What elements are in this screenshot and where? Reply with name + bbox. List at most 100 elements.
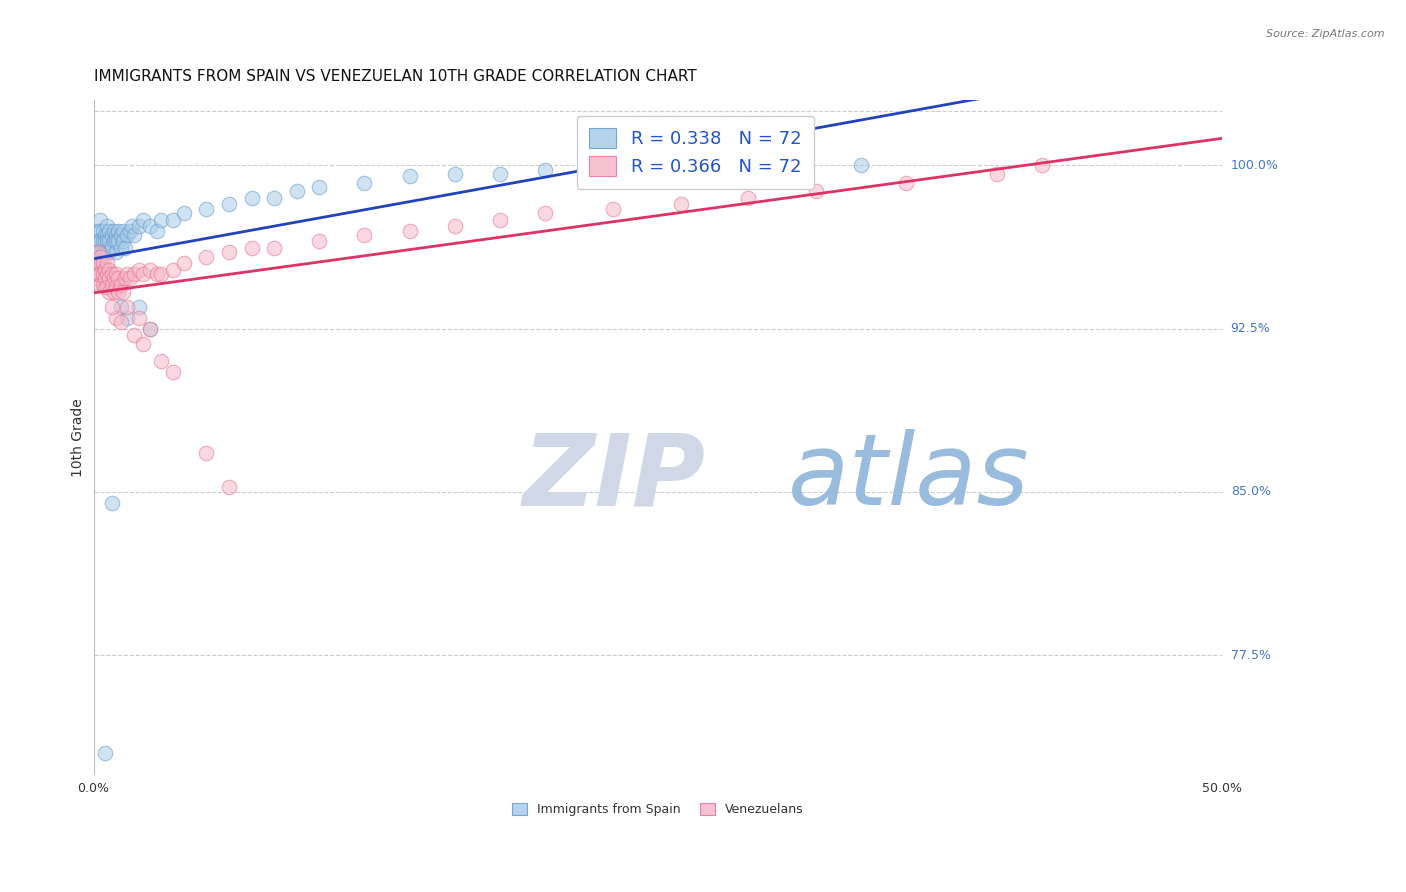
Point [398, 169, 420, 183]
Point [398, 223, 420, 237]
Point [111, 223, 134, 237]
Point [139, 321, 162, 335]
Point [87, 245, 110, 260]
Point [489, 167, 512, 181]
Point [91, 245, 114, 260]
Point [759, 158, 782, 172]
Point [84, 267, 107, 281]
Point [173, 206, 195, 220]
Point [96, 235, 118, 249]
Point [173, 256, 195, 270]
Point [100, 278, 122, 293]
Point [146, 223, 169, 237]
Point [128, 300, 150, 314]
Point [118, 271, 141, 285]
Point [84, 235, 107, 249]
Point [98, 285, 121, 299]
Point [128, 310, 150, 325]
Point [91, 256, 114, 270]
Point [84, 256, 107, 270]
Text: 100.0%: 100.0% [1230, 159, 1278, 172]
Point [150, 267, 173, 281]
Point [87, 250, 110, 264]
Point [139, 321, 162, 335]
Point [285, 185, 308, 199]
Point [117, 300, 139, 314]
Point [602, 161, 624, 175]
Point [218, 197, 240, 211]
Point [84, 250, 107, 264]
Point [103, 271, 125, 285]
Point [105, 280, 128, 294]
Point [669, 197, 692, 211]
Point [669, 158, 692, 172]
Point [98, 223, 121, 237]
Point [98, 271, 121, 285]
Point [96, 219, 118, 234]
Point [105, 227, 128, 242]
Point [240, 191, 263, 205]
Point [308, 235, 330, 249]
Point [489, 212, 512, 227]
Text: ZIP: ZIP [523, 429, 706, 526]
Text: 77.5%: 77.5% [1230, 648, 1271, 662]
Point [100, 227, 122, 242]
Text: IMMIGRANTS FROM SPAIN VS VENEZUELAN 10TH GRADE CORRELATION CHART: IMMIGRANTS FROM SPAIN VS VENEZUELAN 10TH… [94, 69, 696, 84]
Point [150, 212, 173, 227]
Point [103, 235, 125, 249]
Point [110, 227, 132, 242]
Point [162, 365, 184, 379]
Point [100, 300, 122, 314]
Point [534, 206, 557, 220]
Point [94, 262, 117, 277]
Point [94, 227, 117, 242]
Point [105, 310, 128, 325]
Point [100, 496, 122, 510]
Point [443, 167, 465, 181]
Point [91, 278, 114, 293]
Point [534, 162, 557, 177]
Point [1031, 158, 1053, 172]
Point [443, 219, 465, 234]
Point [89, 267, 111, 281]
Point [737, 191, 759, 205]
Point [353, 176, 375, 190]
Point [89, 278, 111, 293]
Point [98, 235, 121, 249]
Point [96, 227, 118, 242]
Point [162, 212, 184, 227]
Point [150, 354, 173, 368]
Text: Source: ZipAtlas.com: Source: ZipAtlas.com [1267, 29, 1385, 38]
Point [89, 245, 111, 260]
Point [308, 180, 330, 194]
Point [89, 250, 111, 264]
Point [100, 239, 122, 253]
Point [96, 267, 118, 281]
Point [96, 280, 118, 294]
Legend: Immigrants from Spain, Venezuelans: Immigrants from Spain, Venezuelans [506, 797, 810, 822]
Point [87, 223, 110, 237]
Point [146, 267, 169, 281]
Point [91, 235, 114, 249]
Point [849, 158, 872, 172]
Point [117, 227, 139, 242]
Point [94, 245, 117, 260]
Point [110, 241, 132, 255]
Point [602, 202, 624, 216]
Point [896, 176, 918, 190]
Point [84, 271, 107, 285]
Point [107, 271, 129, 285]
Point [804, 185, 827, 199]
Point [94, 271, 117, 285]
Point [114, 241, 136, 255]
Point [139, 219, 162, 234]
Point [218, 245, 240, 260]
Point [98, 262, 121, 277]
Point [94, 746, 117, 760]
Point [263, 191, 285, 205]
Point [89, 256, 111, 270]
Text: 92.5%: 92.5% [1230, 322, 1271, 335]
Point [89, 223, 111, 237]
Point [94, 235, 117, 249]
Point [263, 241, 285, 255]
